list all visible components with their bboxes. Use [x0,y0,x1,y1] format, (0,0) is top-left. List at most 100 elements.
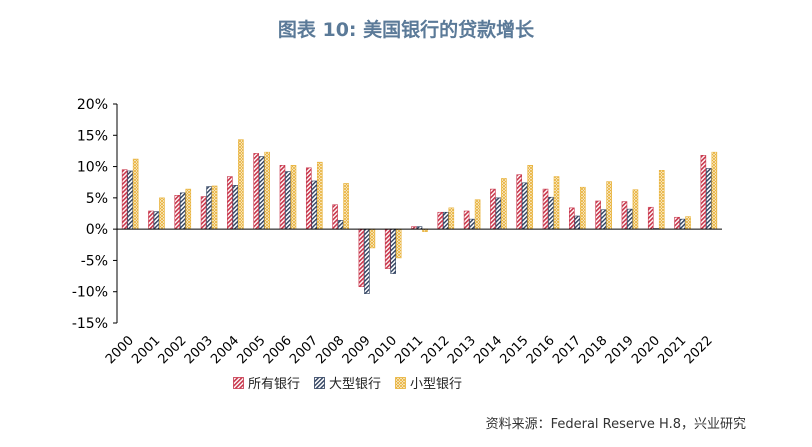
bar-2007-series-2 [316,161,323,230]
chart-legend: 所有银行 大型银行 小型银行 [233,373,462,392]
bar-2017-series-2 [580,186,586,230]
bar-2010-series-1 [390,228,396,274]
bar-2000-series-0 [121,169,128,230]
bar-2016-series-0 [542,188,549,230]
bar-2003-series-1 [206,186,212,230]
bar-2020-series-2 [658,170,665,230]
legend-swatch-all-banks [233,376,244,389]
bar-2021-series-0 [674,216,680,230]
bar-2009-series-0 [358,228,365,288]
legend-label-large-banks: 大型银行 [329,377,382,392]
bar-2010-series-2 [395,228,402,259]
bar-2000-series-1 [127,170,133,230]
y-tick-label: 15% [77,128,108,144]
y-tick-label: -10% [72,285,108,301]
bar-2012-series-2 [448,207,455,230]
bar-2016-series-2 [553,176,560,230]
x-tick-label: 2019 [603,333,637,367]
x-tick-label: 2001 [129,333,163,367]
legend-swatch-large-banks [314,376,325,389]
x-tick-label: 2000 [103,333,137,367]
bar-2018-series-2 [606,181,612,230]
x-tick-label: 2002 [156,333,190,367]
bar-2022-series-0 [700,155,707,230]
bar-2019-series-0 [621,201,628,230]
x-tick-label: 2006 [261,333,295,367]
bar-2006-series-0 [279,165,286,230]
bar-2009-series-1 [364,228,370,294]
bar-2008-series-0 [332,204,338,230]
bar-2021-series-2 [685,216,691,230]
x-tick-label: 2008 [313,333,347,367]
bar-2005-series-2 [264,151,270,230]
x-tick-label: 2016 [524,333,558,367]
legend-item-all-banks: 所有银行 [233,373,300,392]
legend-item-large-banks: 大型银行 [314,373,381,392]
bar-2018-series-1 [600,209,607,230]
bar-2013-series-0 [463,210,470,230]
y-tick-label: -5% [81,253,108,269]
bar-2007-series-1 [311,180,318,230]
bar-2014-series-1 [495,197,502,230]
source-note: 资料来源：Federal Reserve H.8，兴业研究 [485,417,746,432]
bar-2015-series-1 [521,182,528,230]
y-tick-label: 5% [86,191,108,207]
bar-2010-series-0 [384,228,391,269]
bar-2013-series-2 [474,199,481,230]
x-tick-label: 2011 [392,333,426,367]
bar-2017-series-1 [574,215,581,230]
bar-2015-series-2 [527,165,534,230]
legend-label-all-banks: 所有银行 [248,377,301,392]
bar-2020-series-0 [647,206,654,230]
x-tick-label: 2012 [419,333,453,367]
chart-title: 图表 10: 美国银行的贷款增长 [277,19,535,41]
x-tick-label: 2003 [182,333,216,367]
bar-2012-series-1 [443,211,449,230]
x-tick-label: 2005 [234,333,268,367]
bar-2005-series-0 [253,153,259,230]
bar-2015-series-0 [516,174,523,230]
bar-2006-series-1 [285,171,291,230]
bar-2001-series-2 [159,197,165,230]
bar-2002-series-1 [179,192,186,230]
x-tick-label: 2020 [629,333,663,367]
y-tick-label: -15% [72,316,108,332]
legend-swatch-small-banks [395,376,406,389]
bar-2002-series-2 [185,188,192,230]
bar-2016-series-1 [548,196,554,230]
bar-2022-series-2 [711,151,718,230]
bar-2004-series-2 [238,139,244,230]
bar-2009-series-2 [369,228,376,249]
bar-2004-series-0 [227,176,233,230]
bar-2008-series-1 [337,220,344,230]
x-tick-label: 2007 [287,333,321,367]
bar-2003-series-2 [211,185,218,230]
bar-2003-series-0 [200,196,207,230]
x-tick-label: 2015 [498,333,532,367]
bar-2021-series-1 [679,218,686,230]
bar-2001-series-1 [153,211,160,230]
bar-2012-series-0 [437,211,444,230]
bar-2017-series-0 [569,207,575,230]
bar-2019-series-1 [627,208,633,230]
bar-2000-series-2 [132,158,139,230]
bar-2006-series-2 [290,165,297,230]
x-tick-label: 2004 [208,333,242,367]
bar-2013-series-1 [469,218,475,230]
bar-2014-series-0 [490,188,496,230]
x-tick-label: 2014 [471,333,505,367]
bar-2002-series-0 [174,195,181,230]
legend-item-small-banks: 小型银行 [395,373,462,392]
x-tick-label: 2009 [340,333,374,367]
x-tick-label: 2010 [366,333,400,367]
bar-2019-series-2 [632,189,639,230]
bar-2004-series-1 [232,185,239,230]
x-tick-label: 2018 [576,333,610,367]
x-tick-label: 2017 [550,333,584,367]
bar-2007-series-0 [305,167,312,230]
bar-2014-series-2 [501,178,507,230]
x-tick-label: 2022 [682,333,716,367]
bar-2018-series-0 [595,200,601,230]
legend-label-small-banks: 小型银行 [410,377,463,392]
